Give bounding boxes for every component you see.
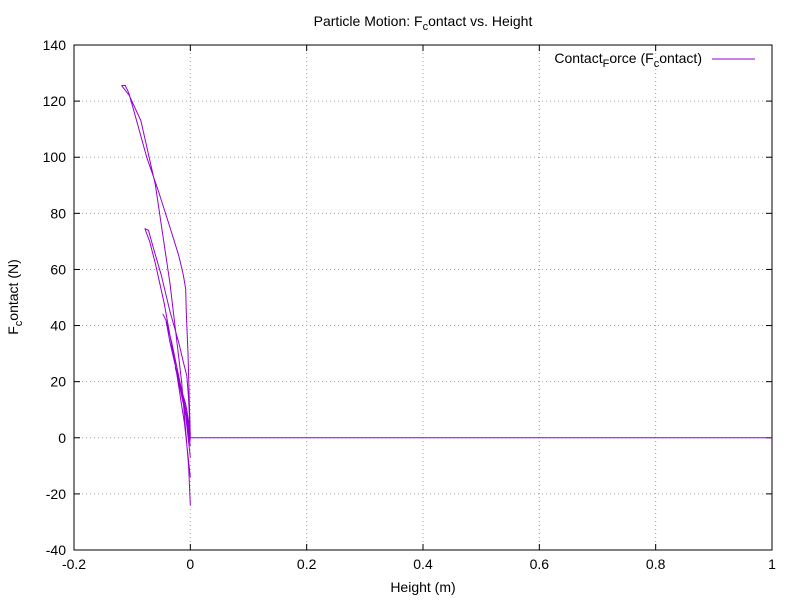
y-tick-label: 100 [43,149,67,165]
y-tick-label: 120 [43,93,67,109]
y-axis-label-subscript: c [13,320,25,326]
x-tick-label: 0 [186,556,194,572]
legend-label: ContactForce (Fcontact) [554,50,702,70]
y-tick-label: 0 [58,430,66,446]
y-tick-labels: -40 -20 0 20 40 60 80 100 120 140 [43,37,67,558]
chart-title: Particle Motion: Fcontact vs. Height [314,13,533,33]
x-tick-label: 0.2 [297,556,317,572]
chart-title-subscript: c [423,21,429,33]
x-tick-label: 0.4 [413,556,433,572]
y-tick-label: 140 [43,37,67,53]
grid-lines [74,45,772,550]
y-axis-label: Fcontact (N) [5,259,25,335]
y-tick-label: -40 [46,542,66,558]
y-tick-label: 20 [50,374,66,390]
x-tick-labels: -0.2 0 0.2 0.4 0.6 0.8 1 [62,556,776,572]
y-tick-label: -20 [46,486,66,502]
x-tick-label: 0.8 [646,556,666,572]
y-tick-label: 40 [50,318,66,334]
legend: ContactForce (Fcontact) [554,50,755,70]
x-tick-label: -0.2 [62,556,86,572]
series-line [121,84,772,506]
x-tick-label: 0.6 [530,556,550,572]
y-tick-label: 60 [50,261,66,277]
x-tick-label: 1 [768,556,776,572]
y-tick-label: 80 [50,205,66,221]
series-layer [121,84,772,506]
x-axis-label: Height (m) [390,579,455,595]
